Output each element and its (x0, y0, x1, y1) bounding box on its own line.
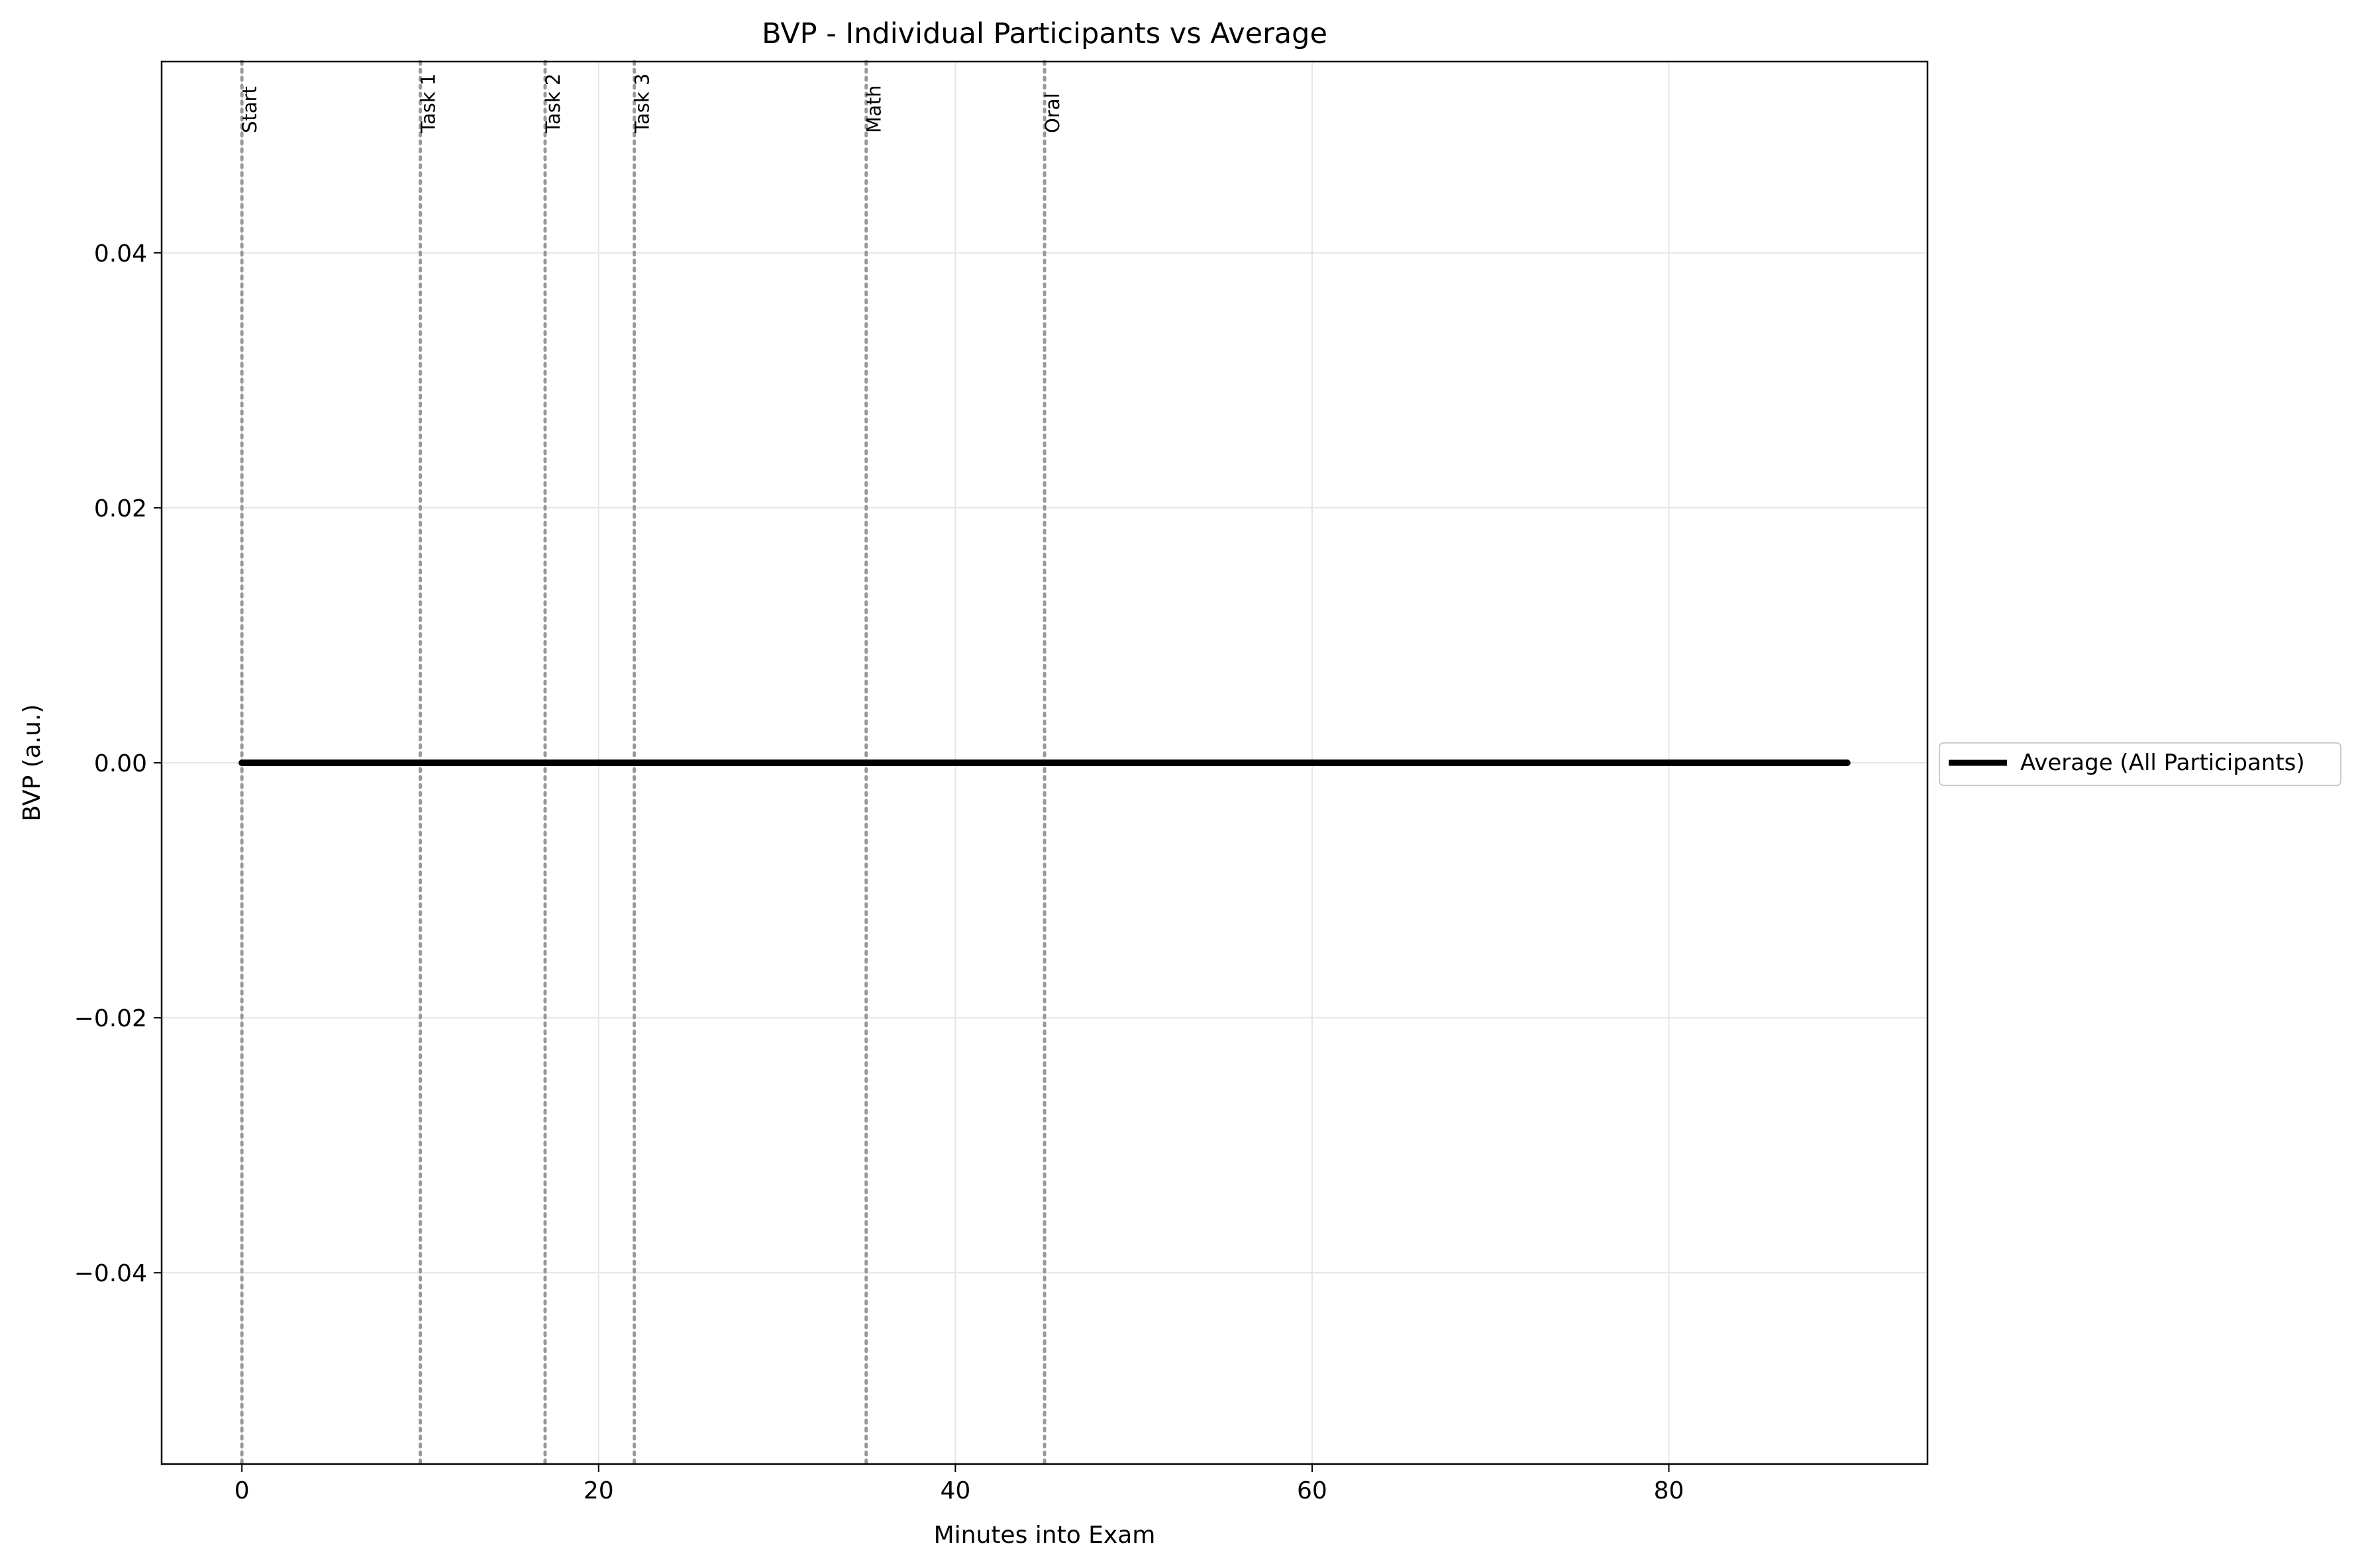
x-axis-ticks: 0 20 40 60 80 (234, 1464, 1684, 1504)
x-tick-label: 80 (1654, 1477, 1684, 1504)
x-tick-label: 60 (1297, 1477, 1327, 1504)
event-label: Task 2 (542, 74, 564, 134)
legend: Average (All Participants) (1939, 742, 2341, 786)
event-label: Task 1 (417, 74, 439, 134)
event-label: Start (238, 86, 261, 133)
x-axis-label: Minutes into Exam (934, 1522, 1156, 1549)
event-label: Math (863, 85, 886, 133)
x-tick-label: 0 (234, 1477, 250, 1504)
y-tick-label: 0.02 (94, 495, 147, 522)
y-tick-label: 0.00 (94, 750, 147, 777)
legend-box (1939, 742, 2341, 786)
chart-title: BVP - Individual Participants vs Average (762, 17, 1327, 50)
event-label: Task 3 (631, 74, 654, 134)
x-tick-label: 20 (584, 1477, 614, 1504)
y-tick-label: −0.02 (74, 1005, 147, 1032)
y-axis-label: BVP (a.u.) (19, 704, 46, 821)
event-label: Oral (1041, 93, 1064, 133)
x-tick-label: 40 (940, 1477, 970, 1504)
y-tick-label: 0.04 (94, 240, 147, 268)
legend-label: Average (All Participants) (2020, 750, 2305, 776)
y-tick-label: −0.04 (74, 1260, 147, 1287)
y-axis-ticks: 0.04 0.02 0.00 −0.02 −0.04 (74, 240, 162, 1287)
